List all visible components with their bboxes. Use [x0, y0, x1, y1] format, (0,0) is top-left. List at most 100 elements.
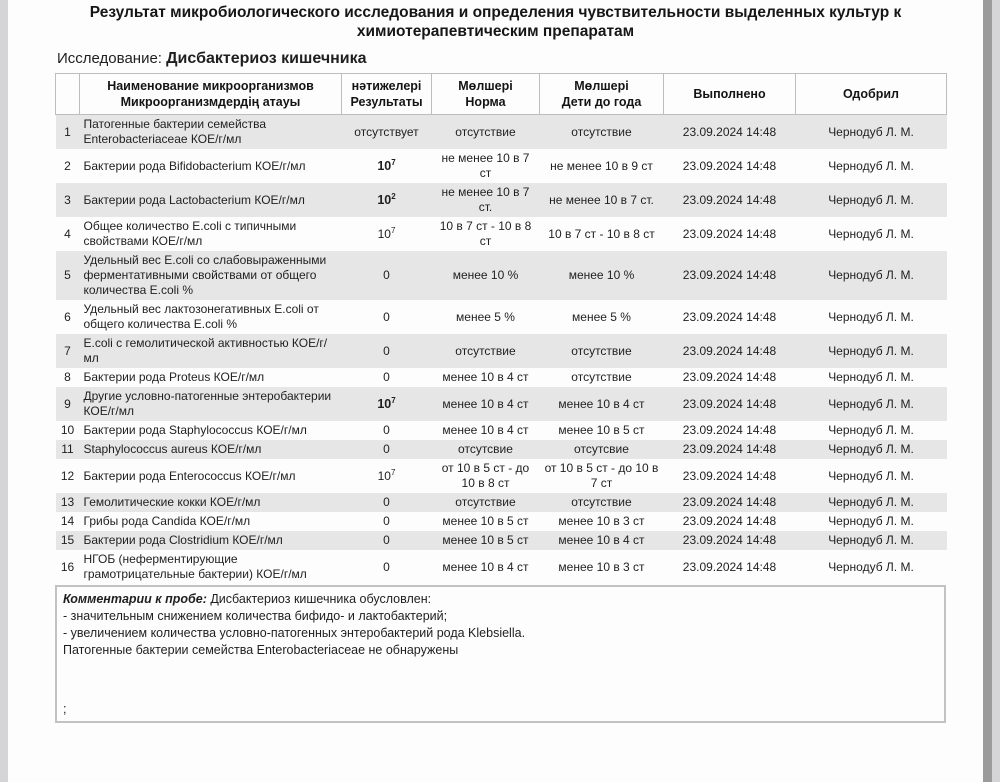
organism-name: Гемолитические кокки КОЕ/г/мл	[83, 495, 261, 510]
table-row: 2 Бактерии рода Bifidobacterium КОЕ/г/мл…	[56, 149, 947, 183]
table-row: 4 Общее количество E.coli с типичными св…	[56, 217, 947, 251]
result-value: отсутствует	[354, 124, 419, 139]
approved-by: Чернодуб Л. М.	[828, 309, 914, 324]
result-value: 0	[383, 495, 390, 510]
approved-by: Чернодуб Л. М.	[828, 226, 914, 241]
norm-value: менее 10 в 5 ст	[442, 533, 529, 548]
performed-timestamp: 23.09.2024 14:48	[682, 268, 777, 283]
scrollbar-thumb[interactable]	[983, 0, 992, 782]
result-value: 0	[383, 533, 390, 548]
study-line: Исследование: Дисбактериоз кишечника	[57, 50, 983, 68]
performed-timestamp: 23.09.2024 14:48	[682, 158, 777, 173]
approved-by: Чернодуб Л. М.	[828, 514, 914, 529]
header-approved-cell: Одобрил	[795, 72, 947, 116]
norm-value: менее 10 в 4 ст	[442, 370, 529, 385]
header-children-ru: Дети до года	[561, 95, 642, 109]
organism-name: E.coli с гемолитической активностью КОЕ/…	[83, 336, 328, 366]
row-number: 15	[60, 533, 75, 548]
row-number: 8	[64, 370, 71, 385]
organism-name: Патогенные бактерии семейства Enterobact…	[83, 117, 267, 147]
children-norm-value: отсутсвие	[574, 442, 629, 457]
norm-value: менее 10 %	[452, 268, 519, 283]
norm-value: не менее 10 в 7 ст	[441, 151, 530, 181]
children-norm-value: отсутствие	[571, 343, 632, 358]
table-row: 3 Бактерии рода Lactobacterium КОЕ/г/мл …	[55, 183, 947, 218]
row-number: 13	[60, 495, 75, 510]
norm-value: менее 10 в 5 ст	[442, 514, 529, 529]
performed-timestamp: 23.09.2024 14:48	[682, 514, 777, 529]
children-norm-value: менее 10 в 4 ст	[558, 533, 645, 548]
report-title: Результат микробиологического исследован…	[89, 4, 902, 41]
children-norm-value: менее 5 %	[572, 309, 631, 324]
children-norm-value: 10 в 7 ст - 10 в 8 ст	[548, 226, 655, 241]
performed-timestamp: 23.09.2024 14:48	[682, 226, 777, 241]
children-norm-value: менее 10 в 5 ст	[558, 423, 645, 438]
children-norm-value: отсутствие	[571, 124, 632, 139]
row-number: 16	[60, 559, 75, 574]
approved-by: Чернодуб Л. М.	[828, 396, 914, 411]
table-row: 13 Гемолитические кокки КОЕ/г/мл 0 отсут…	[55, 493, 947, 513]
results-table-body: 1 Патогенные бактерии семейства Enteroba…	[55, 114, 947, 585]
row-number: 10	[60, 423, 75, 438]
approved-by: Чернодуб Л. М.	[828, 442, 914, 457]
comments-label: Комментарии к пробе:	[63, 592, 207, 607]
header-row: Наименование микроорганизмов Микрооргани…	[55, 72, 947, 116]
norm-value: менее 10 в 4 ст	[442, 423, 529, 438]
row-number: 5	[64, 268, 71, 283]
result-value: 0	[383, 559, 390, 574]
result-value: 102	[377, 191, 396, 208]
result-value: 0	[383, 268, 390, 283]
row-number: 4	[64, 226, 71, 241]
table-row: 7 E.coli с гемолитической активностью КО…	[55, 334, 947, 369]
result-value: 0	[383, 514, 390, 529]
approved-by: Чернодуб Л. М.	[828, 192, 914, 207]
header-result-kz: нәтижелері	[351, 78, 422, 93]
organism-name: Бактерии рода Lactobacterium КОЕ/г/мл	[83, 192, 305, 207]
performed-timestamp: 23.09.2024 14:48	[682, 533, 777, 548]
result-value: 0	[383, 309, 390, 324]
performed-timestamp: 23.09.2024 14:48	[682, 343, 777, 358]
performed-timestamp: 23.09.2024 14:48	[682, 423, 777, 438]
header-name-kz: Микроорганизмдердің атауы	[120, 95, 301, 109]
header-number-cell	[55, 72, 80, 116]
header-norm-kz: Мөлшері	[458, 78, 513, 93]
row-number: 14	[60, 514, 75, 529]
table-row: 11 Staphylococcus aureus КОЕ/г/мл 0 отсу…	[55, 440, 947, 460]
row-number: 7	[64, 343, 71, 358]
approved-by: Чернодуб Л. М.	[828, 124, 914, 139]
row-number: 2	[64, 158, 71, 173]
approved-by: Чернодуб Л. М.	[828, 370, 914, 385]
organism-name: Бактерии рода Clostridium КОЕ/г/мл	[83, 533, 283, 548]
table-row: 8 Бактерии рода Proteus КОЕ/г/мл 0 менее…	[56, 368, 947, 387]
header-name-cell: Наименование микроорганизмов Микрооргани…	[79, 72, 342, 116]
result-value: 107	[377, 395, 396, 412]
table-row: 12 Бактерии рода Enterococcus КОЕ/г/мл 1…	[56, 459, 947, 493]
children-norm-value: менее 10 в 4 ст	[558, 396, 645, 411]
norm-value: не менее 10 в 7 ст.	[441, 185, 530, 215]
performed-timestamp: 23.09.2024 14:48	[682, 559, 777, 574]
children-norm-value: не менее 10 в 7 ст.	[549, 192, 654, 207]
norm-value: отсутсвие	[458, 442, 513, 457]
table-row: 15 Бактерии рода Clostridium КОЕ/г/мл 0 …	[55, 531, 947, 551]
table-row: 9 Другие условно-патогенные энтеробактер…	[55, 387, 947, 422]
organism-name: Бактерии рода Bifidobacterium КОЕ/г/мл	[83, 158, 306, 173]
performed-timestamp: 23.09.2024 14:48	[682, 370, 777, 385]
study-value: Дисбактериоз кишечника	[166, 49, 367, 67]
organism-name: Бактерии рода Proteus КОЕ/г/мл	[83, 370, 265, 385]
approved-by: Чернодуб Л. М.	[828, 468, 914, 483]
organism-name: Общее количество E.coli с типичными свой…	[83, 219, 297, 249]
approved-by: Чернодуб Л. М.	[828, 343, 914, 358]
report-content: Результат микробиологического исследован…	[8, 0, 983, 724]
organism-name: Удельный вес E.coli со слабовыраженными …	[83, 253, 327, 298]
row-number: 12	[60, 468, 75, 483]
comments-spacer	[63, 659, 938, 701]
result-value: 0	[383, 343, 390, 358]
table-row: 5 Удельный вес E.coli со слабовыраженным…	[55, 251, 947, 301]
page-right-edge-strip	[992, 0, 1000, 782]
norm-value: от 10 в 5 ст - до 10 в 8 ст	[441, 461, 530, 491]
header-name-ru: Наименование микроорганизмов	[107, 78, 314, 93]
organism-name: Другие условно-патогенные энтеробактерии…	[83, 389, 332, 419]
study-label: Исследование:	[57, 49, 162, 67]
organism-name: Бактерии рода Enterococcus КОЕ/г/мл	[83, 468, 296, 483]
norm-value: отсутствие	[455, 495, 516, 510]
